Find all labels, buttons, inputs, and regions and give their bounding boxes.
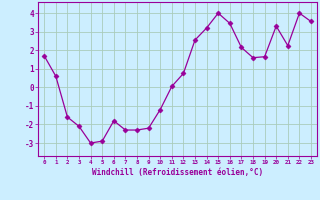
X-axis label: Windchill (Refroidissement éolien,°C): Windchill (Refroidissement éolien,°C): [92, 168, 263, 177]
